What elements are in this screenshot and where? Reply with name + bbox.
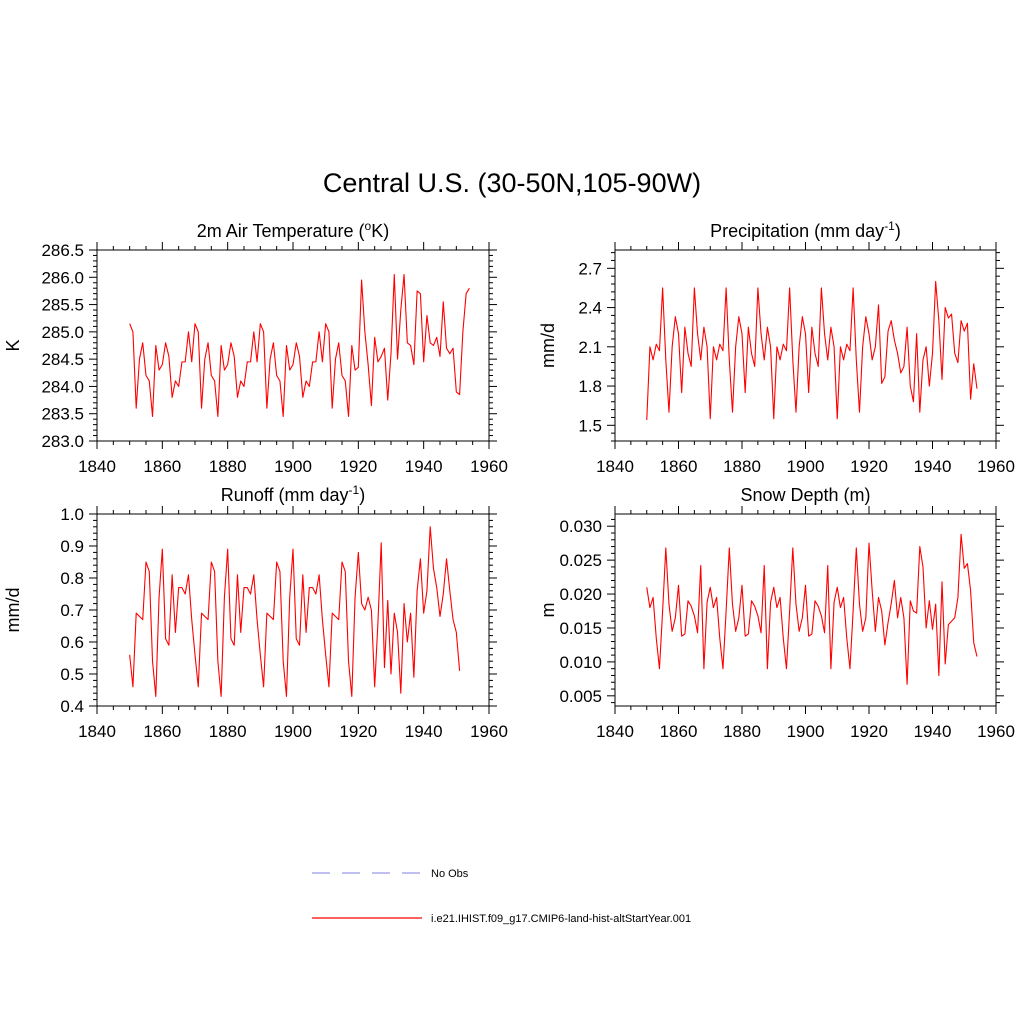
air-temperature-y-tick-label: 283.0 <box>41 432 84 451</box>
legend-label-model: i.e21.IHIST.f09_g17.CMIP6-land-hist-altS… <box>431 913 691 925</box>
legend-label-no-obs: No Obs <box>431 868 469 880</box>
precipitation-y-tick-label: 1.5 <box>578 416 602 435</box>
precipitation-x-tick-label: 1940 <box>914 457 952 476</box>
runoff-x-tick-label: 1960 <box>470 722 508 741</box>
runoff-x-tick-label: 1920 <box>339 722 377 741</box>
panel-runoff: 1840 1860 1880 1900 1920 1940 1960 0.4 0.5 0.6 0.7… <box>3 483 508 741</box>
snow-depth-y-tick-label: 0.005 <box>559 687 602 706</box>
snow-depth-x-tick-label: 1900 <box>787 722 825 741</box>
runoff-y-tick-label: 1.0 <box>60 505 84 524</box>
air-temperature-y-tick-label: 286.0 <box>41 268 84 287</box>
panel-air-temperature: 1840 1860 1880 1900 1920 1940 1960 283.0 283.5 28… <box>3 219 508 476</box>
runoff-y-tick-label: 0.6 <box>60 633 84 652</box>
precipitation-y-tick-label: 2.1 <box>578 338 602 357</box>
air-temperature-y-tick-label: 285.0 <box>41 323 84 342</box>
runoff-y-tick-label: 0.5 <box>60 665 84 684</box>
precipitation-x-tick-label: 1840 <box>596 457 634 476</box>
air-temperature-y-tick-label: 283.5 <box>41 405 84 424</box>
air-temperature-y-tick-label: 284.5 <box>41 350 84 369</box>
air-temperature-x-tick-label: 1880 <box>209 457 247 476</box>
snow-depth-y-axis-label: m <box>538 603 558 618</box>
runoff-plot-frame <box>96 513 490 707</box>
snow-depth-x-tick-label: 1840 <box>596 722 634 741</box>
air-temperature-x-tick-label: 1920 <box>339 457 377 476</box>
precipitation-y-tick-label: 1.8 <box>578 377 602 396</box>
snow-depth-x-tick-label: 1920 <box>850 722 888 741</box>
snow-depth-x-tick-label: 1940 <box>914 722 952 741</box>
snow-depth-y-tick-label: 0.015 <box>559 619 602 638</box>
runoff-x-tick-label: 1880 <box>209 722 247 741</box>
runoff-y-tick-label: 0.7 <box>60 601 84 620</box>
air-temperature-y-tick-label: 286.5 <box>41 241 84 260</box>
panel-precipitation: 1840 1860 1880 1900 1920 1940 1960 1.5 1.8 2.1 2.4… <box>538 219 1015 476</box>
runoff-x-tick-label: 1940 <box>405 722 443 741</box>
snow-depth-y-tick-label: 0.025 <box>559 551 602 570</box>
precipitation-panel-title: Precipitation (mm day-1) <box>710 219 901 241</box>
precipitation-x-tick-label: 1880 <box>723 457 761 476</box>
precipitation-y-tick-label: 2.7 <box>578 259 602 278</box>
runoff-panel-title: Runoff (mm day-1) <box>221 483 365 505</box>
air-temperature-x-tick-label: 1940 <box>405 457 443 476</box>
runoff-y-axis-label: mm/d <box>3 588 23 633</box>
runoff-y-tick-label: 0.4 <box>60 697 84 716</box>
air-temperature-x-tick-label: 1860 <box>143 457 181 476</box>
legend: No Obs i.e21.IHIST.f09_g17.CMIP6-land-hi… <box>312 868 691 925</box>
air-temperature-x-tick-label: 1900 <box>274 457 312 476</box>
snow-depth-y-tick-label: 0.020 <box>559 585 602 604</box>
snow-depth-x-tick-label: 1960 <box>977 722 1015 741</box>
snow-depth-series-line <box>646 533 978 685</box>
air-temperature-y-tick-label: 284.0 <box>41 377 84 396</box>
snow-depth-y-tick-label: 0.030 <box>559 517 602 536</box>
precipitation-x-tick-label: 1920 <box>850 457 888 476</box>
snow-depth-panel-title: Snow Depth (m) <box>740 485 870 505</box>
air-temperature-y-axis-label: K <box>3 339 23 351</box>
snow-depth-x-tick-label: 1880 <box>723 722 761 741</box>
runoff-y-tick-label: 0.8 <box>60 569 84 588</box>
precipitation-y-tick-label: 2.4 <box>578 299 602 318</box>
air-temperature-x-tick-label: 1960 <box>470 457 508 476</box>
air-temperature-y-tick-label: 285.5 <box>41 296 84 315</box>
air-temperature-panel-title: 2m Air Temperature (oK) <box>197 219 389 241</box>
precipitation-y-axis-label: mm/d <box>538 323 558 368</box>
main-title: Central U.S. (30-50N,105-90W) <box>322 168 702 198</box>
precipitation-x-tick-label: 1860 <box>660 457 698 476</box>
snow-depth-plot-frame <box>614 513 997 707</box>
air-temperature-x-tick-label: 1840 <box>78 457 116 476</box>
runoff-y-tick-label: 0.9 <box>60 537 84 556</box>
precipitation-series-line <box>646 280 978 421</box>
precipitation-x-tick-label: 1960 <box>977 457 1015 476</box>
runoff-series-line <box>129 526 461 697</box>
runoff-x-tick-label: 1840 <box>78 722 116 741</box>
panel-snow-depth: 1840 1860 1880 1900 1920 1940 1960 0.005 0.010 0.… <box>538 485 1015 741</box>
runoff-x-tick-label: 1860 <box>143 722 181 741</box>
air-temperature-series-line <box>129 274 470 417</box>
snow-depth-x-tick-label: 1860 <box>660 722 698 741</box>
precipitation-x-tick-label: 1900 <box>787 457 825 476</box>
runoff-x-tick-label: 1900 <box>274 722 312 741</box>
snow-depth-y-tick-label: 0.010 <box>559 653 602 672</box>
